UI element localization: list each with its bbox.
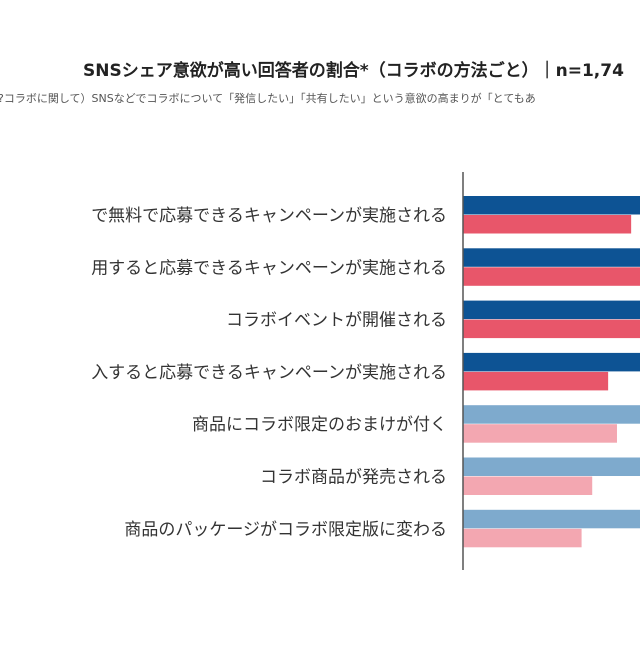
bar-series_a-5: [463, 457, 640, 476]
bar-series_b-4: [463, 424, 617, 443]
bar-series_b-5: [463, 476, 593, 495]
bar-series_b-2: [463, 319, 640, 339]
category-label: コラボ商品が発売される: [260, 468, 447, 488]
bar-series_b-0: [463, 215, 632, 234]
bar-series_b-3: [463, 371, 609, 391]
bar-series_a-2: [463, 300, 640, 320]
bar-series_a-1: [463, 248, 640, 267]
bar-series_a-4: [463, 405, 640, 424]
category-label: 用すると応募できるキャンペーンが実施される: [91, 258, 447, 278]
category-label: 商品にコラボ限定のおまけが付く: [192, 415, 447, 435]
category-label: コラボイベントが開催される: [226, 311, 447, 331]
bar-series_b-1: [463, 267, 640, 286]
category-label: で無料で応募できるキャンペーンが実施される: [91, 206, 447, 226]
bar-series_a-3: [463, 352, 640, 372]
category-label: 商品のパッケージがコラボ限定版に変わる: [124, 520, 447, 540]
bar-series_a-6: [463, 509, 640, 529]
bar-series_a-0: [463, 196, 640, 215]
chart-title: SNSシェア意欲が高い回答者の割合*（コラボの方法ごと）｜n=1,74: [83, 61, 624, 81]
bar-series_b-6: [463, 528, 582, 548]
chart-subtitle: ?コラボに関して）SNSなどでコラボについて「発信したい」「共有したい」という意…: [0, 92, 536, 105]
category-label: 入すると応募できるキャンペーンが実施される: [91, 363, 447, 383]
